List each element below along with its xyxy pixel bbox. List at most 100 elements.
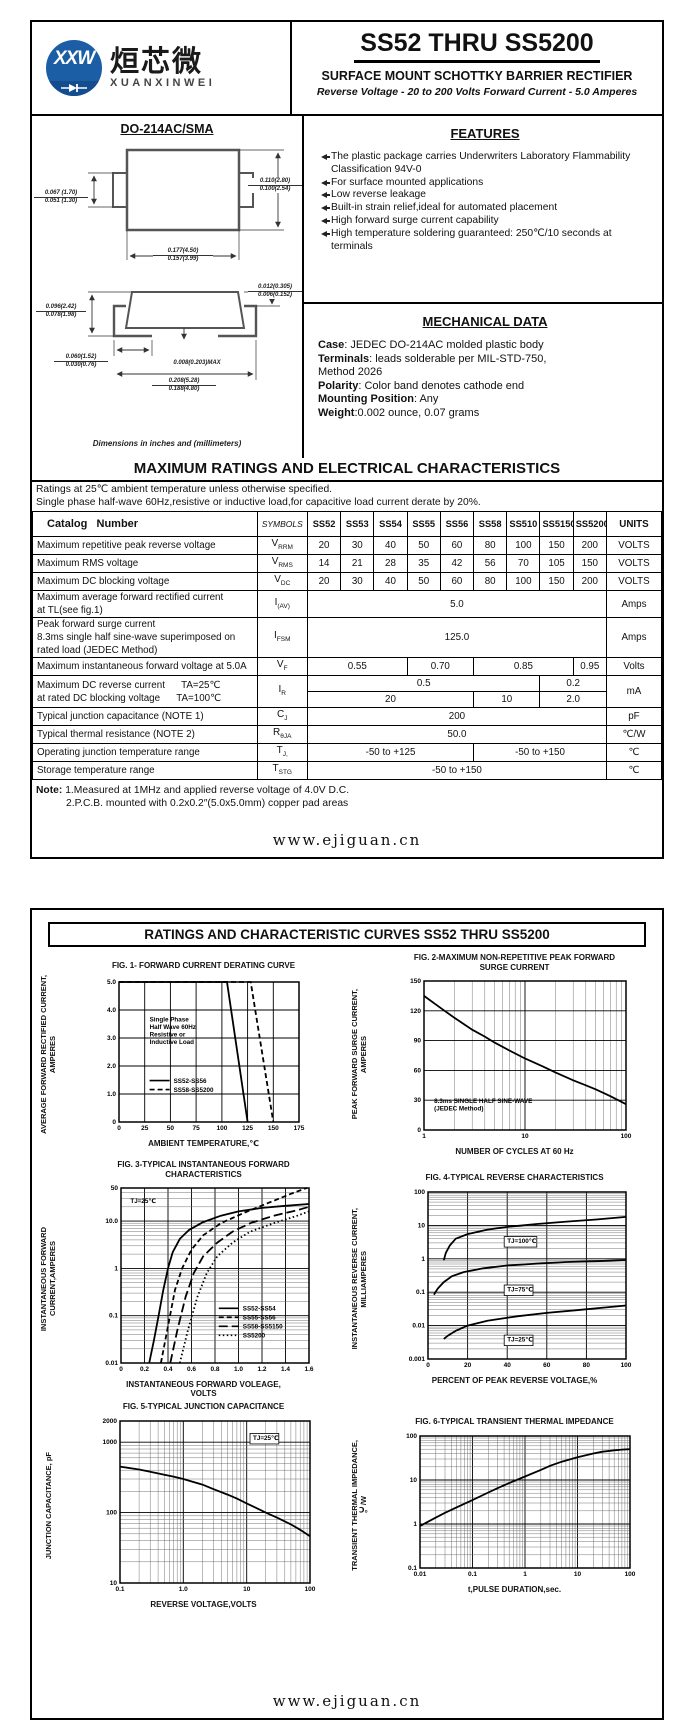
package-name: DO-214AC/SMA: [120, 122, 214, 136]
svg-text:90: 90: [413, 1038, 421, 1045]
svg-text:1000: 1000: [102, 1439, 117, 1446]
unit-cell: Amps: [605, 617, 663, 658]
bullet-arrow-icon: [318, 179, 330, 186]
package-drawing-panel: DO-214AC/SMA: [32, 116, 304, 458]
value-cell: 0.95: [572, 657, 607, 676]
value-cell: 28: [373, 554, 408, 573]
svg-text:50: 50: [166, 1125, 174, 1132]
value-cell: 0.2: [539, 675, 607, 692]
svg-text:0.1: 0.1: [467, 1571, 476, 1578]
value-cell: 150: [539, 536, 574, 555]
fig6-title: FIG. 6-TYPICAL TRANSIENT THERMAL IMPEDAN…: [415, 1417, 614, 1426]
fig5-x-axis-label: REVERSE VOLTAGE,VOLTS: [150, 1599, 257, 1609]
table-row: Maximum DC reverse current TA=25℃ at rate…: [32, 675, 663, 708]
svg-text:60: 60: [543, 1362, 551, 1369]
value-cell: -50 to +150: [473, 743, 607, 762]
unit-cell: ℃: [605, 743, 663, 762]
mech-data-line: Case: JEDEC DO-214AC molded plastic body: [318, 339, 544, 351]
svg-text:50: 50: [110, 1185, 118, 1192]
mech-data-line: Mounting Position: Any: [318, 393, 439, 405]
dim-overall-length: 0.208(5.28) 0.188(4.80): [152, 378, 216, 393]
svg-text:TJ=25℃: TJ=25℃: [507, 1336, 533, 1343]
fig1-chart: 0 25 50 75 100 125 150 175 0 1.0 2.0 3.0 4.0 5.0 Singl…: [106, 979, 304, 1132]
logo-text: 烜芯微 XUANXINWEI: [110, 47, 215, 89]
features-section: FEATURES The plastic package carries Und…: [304, 116, 662, 304]
svg-text:10: 10: [521, 1133, 529, 1140]
symbol-cell: TSTG: [256, 761, 308, 780]
value-cell: 56: [473, 554, 508, 573]
svg-text:10: 10: [109, 1580, 117, 1587]
svg-text:10.0: 10.0: [105, 1218, 118, 1225]
logo-xxw-text: XXW: [53, 48, 95, 69]
symbol-cell: TJ,: [256, 743, 308, 762]
symbol-cell: VF: [256, 657, 308, 676]
svg-text:Inductive Load: Inductive Load: [149, 1039, 194, 1046]
logo-circle-icon: XXW: [46, 40, 102, 96]
svg-text:SS58-SS5200: SS58-SS5200: [173, 1087, 213, 1094]
svg-text:1.0: 1.0: [233, 1366, 242, 1373]
parameter-label: Peak forward surge current 8.3ms single h…: [32, 617, 258, 658]
bullet-arrow-icon: [318, 217, 330, 224]
svg-text:TJ=25℃: TJ=25℃: [130, 1198, 156, 1205]
svg-text:100: 100: [620, 1362, 631, 1369]
svg-text:0.1: 0.1: [407, 1565, 416, 1572]
y-axis-label-line: JUNCTION CAPACITANCE, pF: [43, 1451, 53, 1559]
table-row: Typical junction capacitance (NOTE 1) CJ 2…: [32, 707, 663, 726]
y-axis-label-line: AMPERES: [48, 1035, 57, 1074]
table-row: Maximum RMS voltage VRMS 14 21 28 35 42 56 70 105…: [32, 554, 663, 573]
feature-item: The plastic package carries Underwriters…: [318, 151, 652, 177]
figures-grid: AVERAGE FORWARD RECTIFIED CURRENT, AMPERE…: [32, 951, 662, 1611]
value-cell: 50: [406, 572, 441, 591]
website-link[interactable]: www.ejiguan.cn: [272, 1692, 422, 1710]
mech-data-line: Terminals: leads solderable per MIL-STD-…: [318, 352, 547, 365]
feature-item: High forward surge current capability: [318, 215, 652, 228]
fig2-chart: 1 10 100 0 30 60 90 120 150 8.3ms SINGLE HALF SIN…: [410, 978, 632, 1140]
parameter-label: Maximum instantaneous forward voltage at…: [32, 657, 258, 676]
table-header-cell: SS52: [306, 511, 342, 537]
ratings-section-heading: MAXIMUM RATINGS AND ELECTRICAL CHARACTER…: [32, 458, 662, 482]
value-cell: 0.85: [473, 657, 574, 676]
symbol-cell: IR: [256, 675, 308, 708]
website-link[interactable]: www.ejiguan.cn: [272, 831, 422, 849]
y-axis-label-line: INSTANTANEOUS REVERSE CURRENT,: [350, 1208, 359, 1350]
value-cell: 200: [306, 707, 607, 726]
value-cell: 20: [306, 536, 342, 555]
svg-text:120: 120: [410, 1008, 421, 1015]
mech-data-line: Method 2026: [318, 366, 383, 378]
svg-text:8.3ms SINGLE HALF SINE-WAVE: 8.3ms SINGLE HALF SINE-WAVE: [434, 1098, 532, 1105]
value-cell: -50 to +125: [306, 743, 475, 762]
svg-text:0.01: 0.01: [105, 1360, 118, 1367]
svg-text:5.0: 5.0: [106, 979, 115, 986]
symbol-cell: I(AV): [256, 590, 308, 618]
svg-text:1: 1: [114, 1265, 118, 1272]
parameter-label: Maximum repetitive peak reverse voltage: [32, 536, 258, 555]
fig5-chart: 0.1 1.0 10 100 10 100 1000 2000 TJ=25℃: [102, 1418, 315, 1593]
svg-text:Resistive or: Resistive or: [149, 1031, 185, 1038]
svg-text:0.01: 0.01: [413, 1571, 426, 1578]
fig6-y-axis-label: TRANSIENT THERMAL IMPEDANCE, ℃/W: [347, 1440, 371, 1571]
svg-text:100: 100: [106, 1509, 117, 1516]
symbol-cell: IFSM: [256, 617, 308, 658]
value-cell: 80: [473, 572, 508, 591]
svg-text:100: 100: [414, 1189, 425, 1196]
table-row: Maximum instantaneous forward voltage at…: [32, 657, 663, 676]
fig2-peak-forward-surge-current: PEAK FORWARD SURGE CURRENT, AMPERES FIG. …: [347, 953, 658, 1156]
fig1-x-axis-label: AMBIENT TEMPERATURE,℃: [148, 1138, 259, 1148]
svg-text:Single Phase: Single Phase: [149, 1016, 189, 1023]
svg-text:1: 1: [422, 1133, 426, 1140]
part-number-title: SS52 THRU SS5200: [354, 29, 600, 63]
y-axis-label-line: TRANSIENT THERMAL IMPEDANCE,: [350, 1439, 359, 1571]
unit-cell: VOLTS: [605, 554, 663, 573]
fig4-y-axis-label: INSTANTANEOUS REVERSE CURRENT, MILLIAMPER…: [347, 1208, 371, 1349]
table-header-cell: SS5200: [572, 511, 607, 537]
features-list: The plastic package carries Underwriters…: [318, 151, 652, 253]
mechanical-data-heading: MECHANICAL DATA: [422, 314, 548, 329]
svg-text:1: 1: [421, 1256, 425, 1263]
value-cell: 21: [340, 554, 375, 573]
curves-section-heading: RATINGS AND CHARACTERISTIC CURVES SS52 T…: [48, 922, 646, 947]
fig5-y-axis-label: JUNCTION CAPACITANCE, pF: [36, 1452, 60, 1559]
bullet-arrow-icon: [318, 205, 330, 212]
parameter-label: Typical junction capacitance (NOTE 1): [32, 707, 258, 726]
svg-text:0: 0: [117, 1125, 121, 1132]
datasheet-page-1: XXW 烜芯微 XUANXINWEI SS52 THRU SS5200 SURF…: [30, 20, 664, 859]
